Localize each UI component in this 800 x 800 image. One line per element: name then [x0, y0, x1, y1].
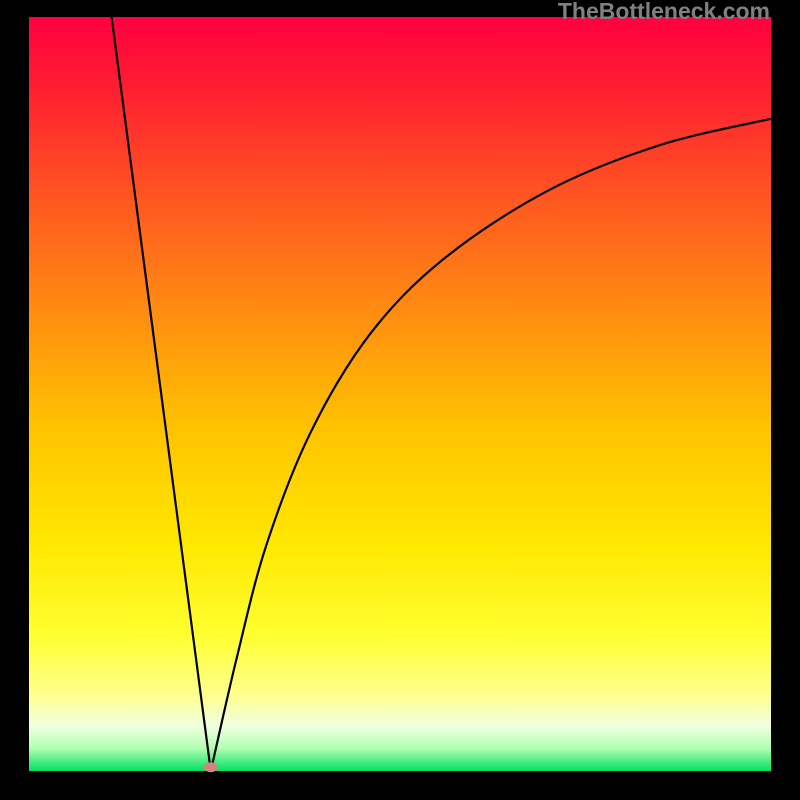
minimum-marker: [204, 762, 218, 772]
bottleneck-curve: [0, 0, 800, 800]
v-curve-path: [111, 9, 771, 771]
outer-frame: TheBottleneck.com: [0, 0, 800, 800]
watermark-text: TheBottleneck.com: [558, 0, 770, 25]
